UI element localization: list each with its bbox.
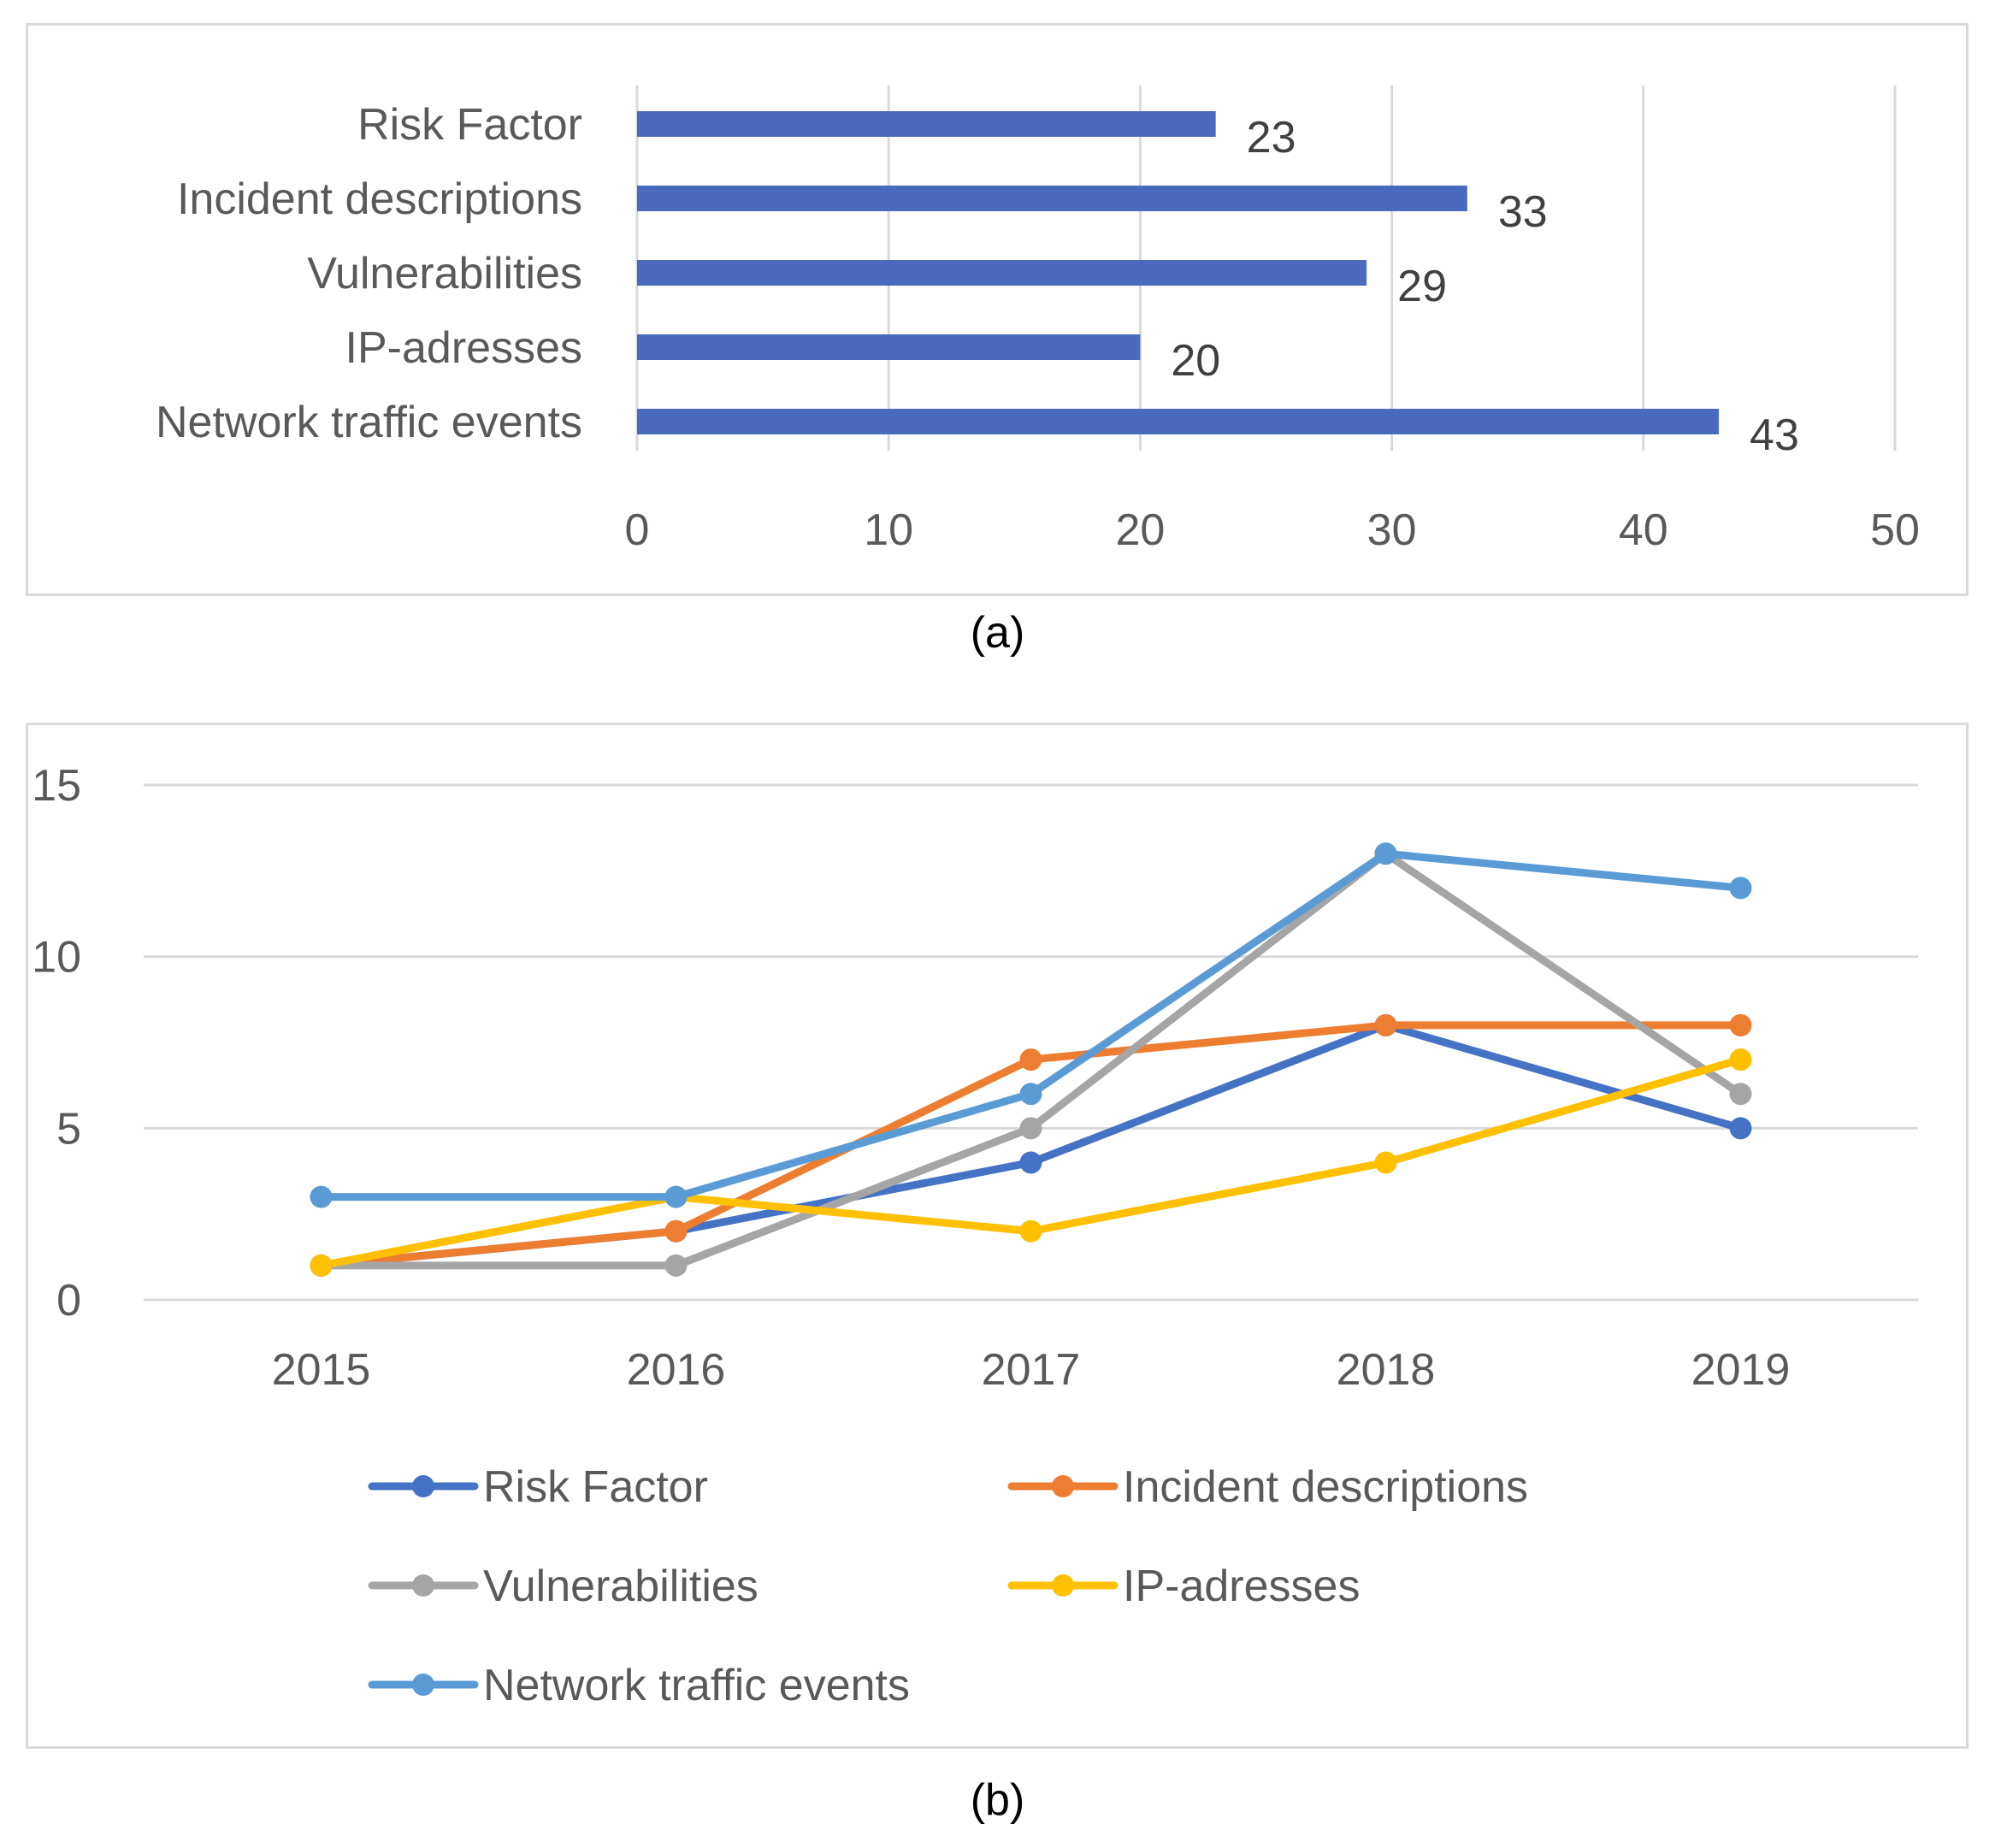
x-tick-label: 50: [1870, 505, 1920, 555]
legend-label: IP-adresses: [1123, 1562, 1360, 1611]
bar: [637, 260, 1367, 286]
category-label: Vulnerabilities: [307, 249, 582, 298]
data-point: [1019, 1117, 1042, 1140]
data-point: [1374, 842, 1397, 865]
data-point: [1019, 1219, 1042, 1243]
x-tick-label: 2015: [272, 1345, 371, 1395]
category-label: Risk Factor: [357, 100, 582, 150]
data-point: [1729, 1083, 1752, 1106]
caption-b: (b): [970, 1775, 1025, 1825]
legend-label: Risk Factor: [483, 1462, 708, 1512]
line-chart: 0 5 10 15 2015 2016 2017 2018 2019 Risk Factor Inc…: [32, 761, 1918, 1710]
y-tick-label: 5: [56, 1104, 81, 1154]
bar-data-label: 43: [1750, 410, 1799, 460]
bar-data-label: 33: [1498, 187, 1548, 237]
category-label: Network traffic events: [156, 398, 582, 447]
x-tick-label: 2016: [627, 1345, 726, 1395]
caption-a: (a): [970, 608, 1025, 658]
bar: [637, 409, 1720, 434]
x-tick-label: 2017: [982, 1345, 1081, 1395]
bar-data-label: 29: [1397, 262, 1447, 311]
x-tick-label: 0: [625, 505, 650, 555]
legend-label: Network traffic events: [483, 1661, 910, 1710]
data-point: [1019, 1083, 1042, 1106]
legend-marker: [412, 1475, 434, 1497]
x-tick-label: 2019: [1691, 1345, 1791, 1395]
x-tick-label: 30: [1367, 505, 1417, 555]
data-point: [1019, 1151, 1042, 1174]
legend-marker: [1052, 1475, 1074, 1497]
data-point: [1729, 1117, 1752, 1140]
bar-data-label: 23: [1247, 113, 1296, 162]
x-tick-label: 10: [864, 505, 913, 555]
y-tick-label: 15: [32, 761, 81, 811]
data-point: [1374, 1013, 1397, 1036]
x-tick-label: 40: [1619, 505, 1668, 555]
legend-marker: [1052, 1574, 1074, 1597]
legend-label: Vulnerabilities: [483, 1562, 758, 1611]
bar: [637, 186, 1467, 211]
data-point: [664, 1254, 688, 1277]
legend-marker: [412, 1574, 434, 1597]
data-point: [1729, 1048, 1752, 1072]
line-chart-panel: 0 5 10 15 2015 2016 2017 2018 2019 Risk Factor Inc…: [26, 723, 1968, 1749]
category-label: Incident descriptions: [177, 174, 582, 224]
data-point: [310, 1185, 333, 1208]
bar-data-label: 20: [1171, 336, 1220, 386]
bar: [637, 334, 1141, 360]
bar: [637, 111, 1216, 137]
legend-marker: [412, 1674, 434, 1696]
data-point: [1729, 1013, 1752, 1036]
data-point: [310, 1254, 333, 1277]
data-point: [1729, 877, 1752, 900]
data-point: [664, 1219, 688, 1243]
x-tick-label: 20: [1115, 505, 1165, 555]
y-tick-label: 10: [32, 933, 81, 983]
data-point: [1374, 1151, 1397, 1174]
bar-chart-panel: 0 10 20 30 40 50 Risk Factor 23 Incident descrip…: [26, 23, 1968, 596]
data-point: [1019, 1048, 1042, 1072]
bar-chart: 0 10 20 30 40 50 Risk Factor 23 Incident descrip…: [156, 86, 1920, 555]
category-label: IP-adresses: [345, 323, 582, 373]
data-point: [664, 1185, 688, 1208]
legend-label: Incident descriptions: [1123, 1462, 1528, 1512]
y-tick-label: 0: [56, 1276, 81, 1325]
x-tick-label: 2018: [1337, 1345, 1436, 1395]
